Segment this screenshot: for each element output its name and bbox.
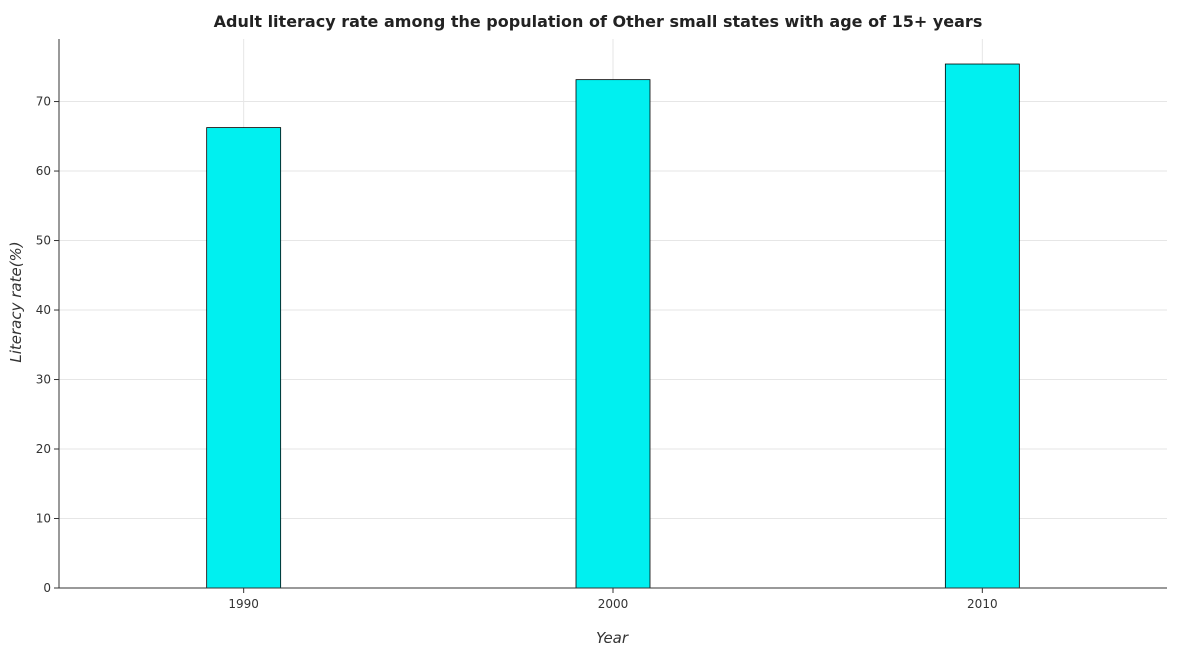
y-tick-label: 60: [36, 164, 51, 178]
y-tick-label: 70: [36, 95, 51, 109]
bar-1990: [206, 127, 282, 589]
bar-2000: [575, 79, 651, 589]
y-tick-label: 40: [36, 303, 51, 317]
x-axis-label: Year: [596, 629, 629, 647]
y-tick-label: 20: [36, 442, 51, 456]
y-tick-label: 0: [43, 581, 51, 595]
y-tick-label: 30: [36, 373, 51, 387]
x-ticks: 1990 2000 2010: [228, 588, 998, 611]
bars: [206, 63, 1020, 589]
x-tick-label: 1990: [228, 597, 259, 611]
y-tick-label: 50: [36, 234, 51, 248]
y-axis-label: Literacy rate(%): [7, 241, 25, 362]
y-tick-label: 10: [36, 512, 51, 526]
bar-2010: [944, 63, 1020, 589]
chart-title: Adult literacy rate among the population…: [214, 12, 983, 31]
y-ticks: 0 10 20 30 40 50 60 70: [36, 95, 59, 595]
x-tick-label: 2010: [967, 597, 998, 611]
x-tick-label: 2000: [598, 597, 629, 611]
